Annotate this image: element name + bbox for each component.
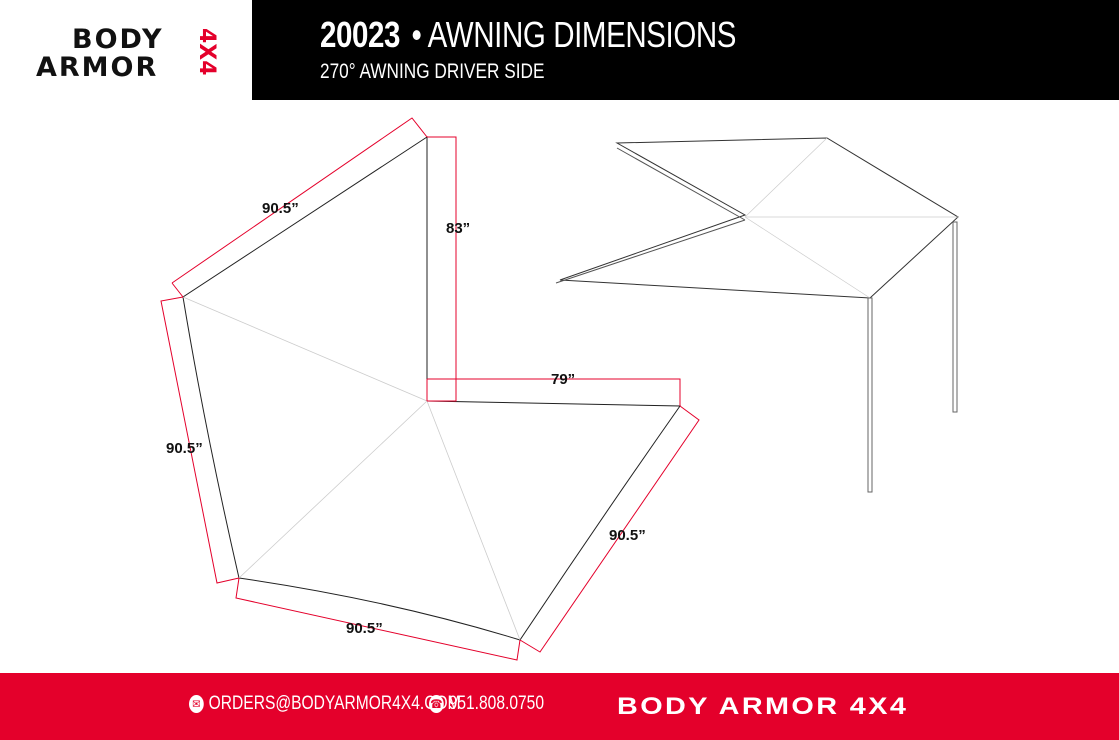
email-contact[interactable]: ✉ ORDERS@BODYARMOR4X4.COM	[189, 693, 461, 715]
dim-top-left-edge: 90.5”	[262, 200, 299, 217]
logo-line2: ARMOR	[36, 52, 158, 83]
email-icon: ✉	[189, 695, 204, 713]
logo-line1: BODY	[72, 24, 164, 55]
awning-perspective-view	[555, 137, 959, 493]
model-number: 20023	[320, 14, 401, 55]
title-text: • AWNING DIMENSIONS	[411, 14, 737, 55]
email-text: ORDERS@BODYARMOR4X4.COM	[208, 693, 461, 714]
dim-bottom-edge: 90.5”	[346, 620, 383, 637]
page-title: 20023 • AWNING DIMENSIONS	[320, 14, 736, 56]
footer-bar: ✉ ORDERS@BODYARMOR4X4.COM ☎ 951.808.0750 B…	[0, 673, 1119, 740]
brand-logo: BODY ARMOR 4X4	[36, 24, 226, 89]
header-bar: 20023 • AWNING DIMENSIONS 270° AWNING DRI…	[252, 0, 1119, 100]
dim-depth: 83”	[446, 220, 470, 237]
logo-badge: 4X4	[194, 28, 219, 76]
dim-right-edge: 90.5”	[609, 527, 646, 544]
phone-text: 951.808.0750	[448, 693, 544, 714]
phone-icon: ☎	[429, 695, 444, 713]
awning-diagram: 90.5” 83” 90.5” 79” 90.5” 90.5”	[160, 117, 959, 661]
dimension-lines	[160, 117, 700, 661]
phone-contact[interactable]: ☎ 951.808.0750	[429, 693, 544, 715]
page-subtitle: 270° AWNING DRIVER SIDE	[320, 60, 545, 83]
dim-width: 79”	[551, 371, 575, 388]
footer-logo: BODY ARMOR 4X4	[617, 693, 909, 720]
awning-top-view	[182, 136, 681, 641]
dim-left-edge: 90.5”	[166, 440, 203, 457]
